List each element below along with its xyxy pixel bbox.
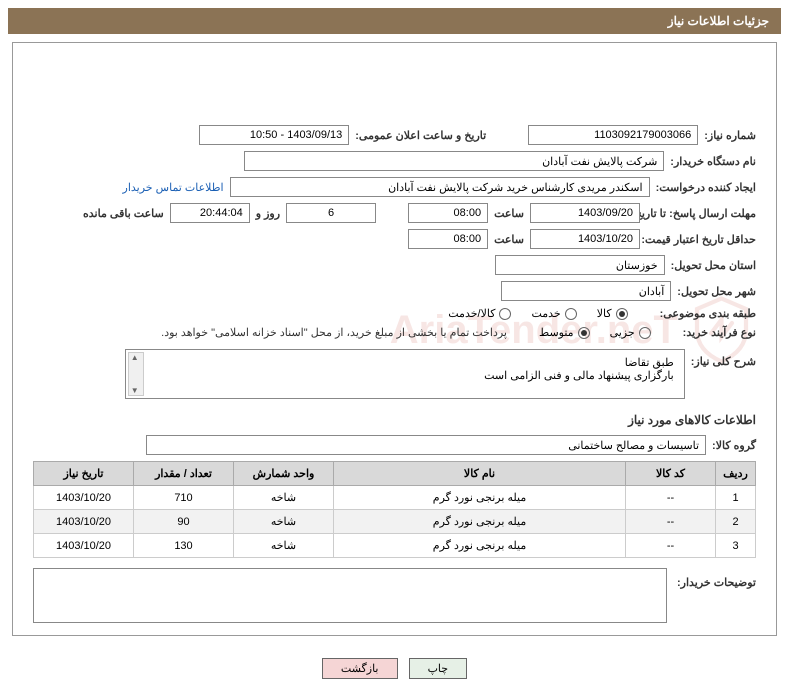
- table-cell: میله برنجی نورد گرم: [334, 510, 626, 534]
- general-desc-label: شرح کلی نیاز:: [691, 349, 756, 368]
- table-cell: میله برنجی نورد گرم: [334, 486, 626, 510]
- requester-label: ایجاد کننده درخواست:: [656, 181, 756, 194]
- province-field: خوزستان: [495, 255, 665, 275]
- table-cell: 130: [134, 534, 234, 558]
- table-cell: --: [626, 534, 716, 558]
- quote-time-field: 08:00: [408, 229, 488, 249]
- items-section-title: اطلاعات کالاهای مورد نیاز: [33, 413, 756, 427]
- announce-datetime-field: 1403/09/13 - 10:50: [199, 125, 349, 145]
- button-row: چاپ بازگشت: [0, 648, 789, 689]
- category-option-2[interactable]: کالا/خدمت: [448, 307, 511, 320]
- radio-icon[interactable]: [499, 308, 511, 320]
- page-header: جزئیات اطلاعات نیاز: [8, 8, 781, 34]
- buyer-org-label: نام دستگاه خریدار:: [670, 155, 756, 168]
- purchase-note: پرداخت تمام یا بخشی از مبلغ خرید، از محل…: [161, 326, 507, 339]
- category-label: طبقه بندی موضوعی:: [660, 307, 756, 320]
- radio-label: جزیی: [610, 326, 635, 339]
- general-desc-textarea[interactable]: طبق تقاضا بارگزاری پیشنهاد مالی و فنی ال…: [125, 349, 685, 399]
- buyer-org-field: شرکت پالایش نفت آبادان: [244, 151, 664, 171]
- radio-label: خدمت: [531, 307, 560, 320]
- buyer-notes-box[interactable]: [33, 568, 667, 623]
- table-cell: شاخه: [234, 486, 334, 510]
- requester-field: اسکندر مریدی کارشناس خرید شرکت پالایش نف…: [230, 177, 650, 197]
- days-remaining-field: 6: [286, 203, 376, 223]
- purchase-option-0[interactable]: جزیی: [610, 326, 651, 339]
- purchase-option-1[interactable]: متوسط: [539, 326, 590, 339]
- category-radio-group: کالا خدمت کالا/خدمت: [448, 307, 627, 320]
- category-option-0[interactable]: کالا: [597, 307, 628, 320]
- radio-icon[interactable]: [639, 327, 651, 339]
- print-button[interactable]: چاپ: [409, 658, 468, 679]
- desc-line-1: طبق تقاضا: [152, 356, 674, 369]
- table-cell: --: [626, 510, 716, 534]
- province-label: استان محل تحویل:: [671, 259, 756, 272]
- table-cell: 1403/10/20: [34, 486, 134, 510]
- purchase-radio-group: جزیی متوسط: [539, 326, 651, 339]
- remaining-label: ساعت باقی مانده: [83, 207, 164, 220]
- table-cell: 1403/10/20: [34, 510, 134, 534]
- table-header: ردیف: [716, 462, 756, 486]
- table-header: کد کالا: [626, 462, 716, 486]
- radio-icon[interactable]: [578, 327, 590, 339]
- category-option-1[interactable]: خدمت: [531, 307, 576, 320]
- table-row: 1--میله برنجی نورد گرمشاخه7101403/10/20: [34, 486, 756, 510]
- content-panel: AriaTender.neT شماره نیاز: 1103092179003…: [12, 42, 777, 636]
- quote-validity-label: حداقل تاریخ اعتبار قیمت: تا تاریخ:: [646, 233, 756, 246]
- quote-date-field: 1403/10/20: [530, 229, 640, 249]
- response-time-field: 08:00: [408, 203, 488, 223]
- table-cell: 90: [134, 510, 234, 534]
- buyer-notes-label: توضیحات خریدار:: [677, 568, 756, 589]
- table-row: 2--میله برنجی نورد گرمشاخه901403/10/20: [34, 510, 756, 534]
- table-header: واحد شمارش: [234, 462, 334, 486]
- items-table: ردیفکد کالانام کالاواحد شمارشتعداد / مقد…: [33, 461, 756, 558]
- scrollbar[interactable]: [128, 352, 144, 396]
- radio-icon[interactable]: [565, 308, 577, 320]
- city-field: آبادان: [501, 281, 671, 301]
- days-and-label: روز و: [256, 207, 280, 220]
- table-header: تعداد / مقدار: [134, 462, 234, 486]
- purchase-type-label: نوع فرآیند خرید:: [683, 326, 756, 339]
- radio-icon[interactable]: [616, 308, 628, 320]
- response-date-field: 1403/09/20: [530, 203, 640, 223]
- time-label-1: ساعت: [494, 207, 524, 220]
- item-group-label: گروه کالا:: [712, 439, 756, 452]
- back-button[interactable]: بازگشت: [322, 658, 398, 679]
- response-deadline-label: مهلت ارسال پاسخ: تا تاریخ:: [646, 207, 756, 220]
- table-row: 3--میله برنجی نورد گرمشاخه1301403/10/20: [34, 534, 756, 558]
- table-cell: 3: [716, 534, 756, 558]
- table-cell: میله برنجی نورد گرم: [334, 534, 626, 558]
- table-cell: 710: [134, 486, 234, 510]
- table-cell: 1403/10/20: [34, 534, 134, 558]
- table-cell: 1: [716, 486, 756, 510]
- table-header: نام کالا: [334, 462, 626, 486]
- need-number-field: 1103092179003066: [528, 125, 698, 145]
- radio-label: کالا/خدمت: [448, 307, 495, 320]
- announce-datetime-label: تاریخ و ساعت اعلان عمومی:: [355, 129, 486, 142]
- city-label: شهر محل تحویل:: [677, 285, 756, 298]
- table-cell: --: [626, 486, 716, 510]
- time-label-2: ساعت: [494, 233, 524, 246]
- radio-label: متوسط: [539, 326, 574, 339]
- desc-line-2: بارگزاری پیشنهاد مالی و فنی الزامی است: [152, 369, 674, 382]
- table-cell: 2: [716, 510, 756, 534]
- radio-label: کالا: [597, 307, 612, 320]
- table-cell: شاخه: [234, 510, 334, 534]
- time-remaining-field: 20:44:04: [170, 203, 250, 223]
- buyer-contact-link[interactable]: اطلاعات تماس خریدار: [123, 181, 224, 194]
- table-header: تاریخ نیاز: [34, 462, 134, 486]
- need-number-label: شماره نیاز:: [704, 129, 756, 142]
- item-group-field: تاسیسات و مصالح ساختمانی: [146, 435, 706, 455]
- table-cell: شاخه: [234, 534, 334, 558]
